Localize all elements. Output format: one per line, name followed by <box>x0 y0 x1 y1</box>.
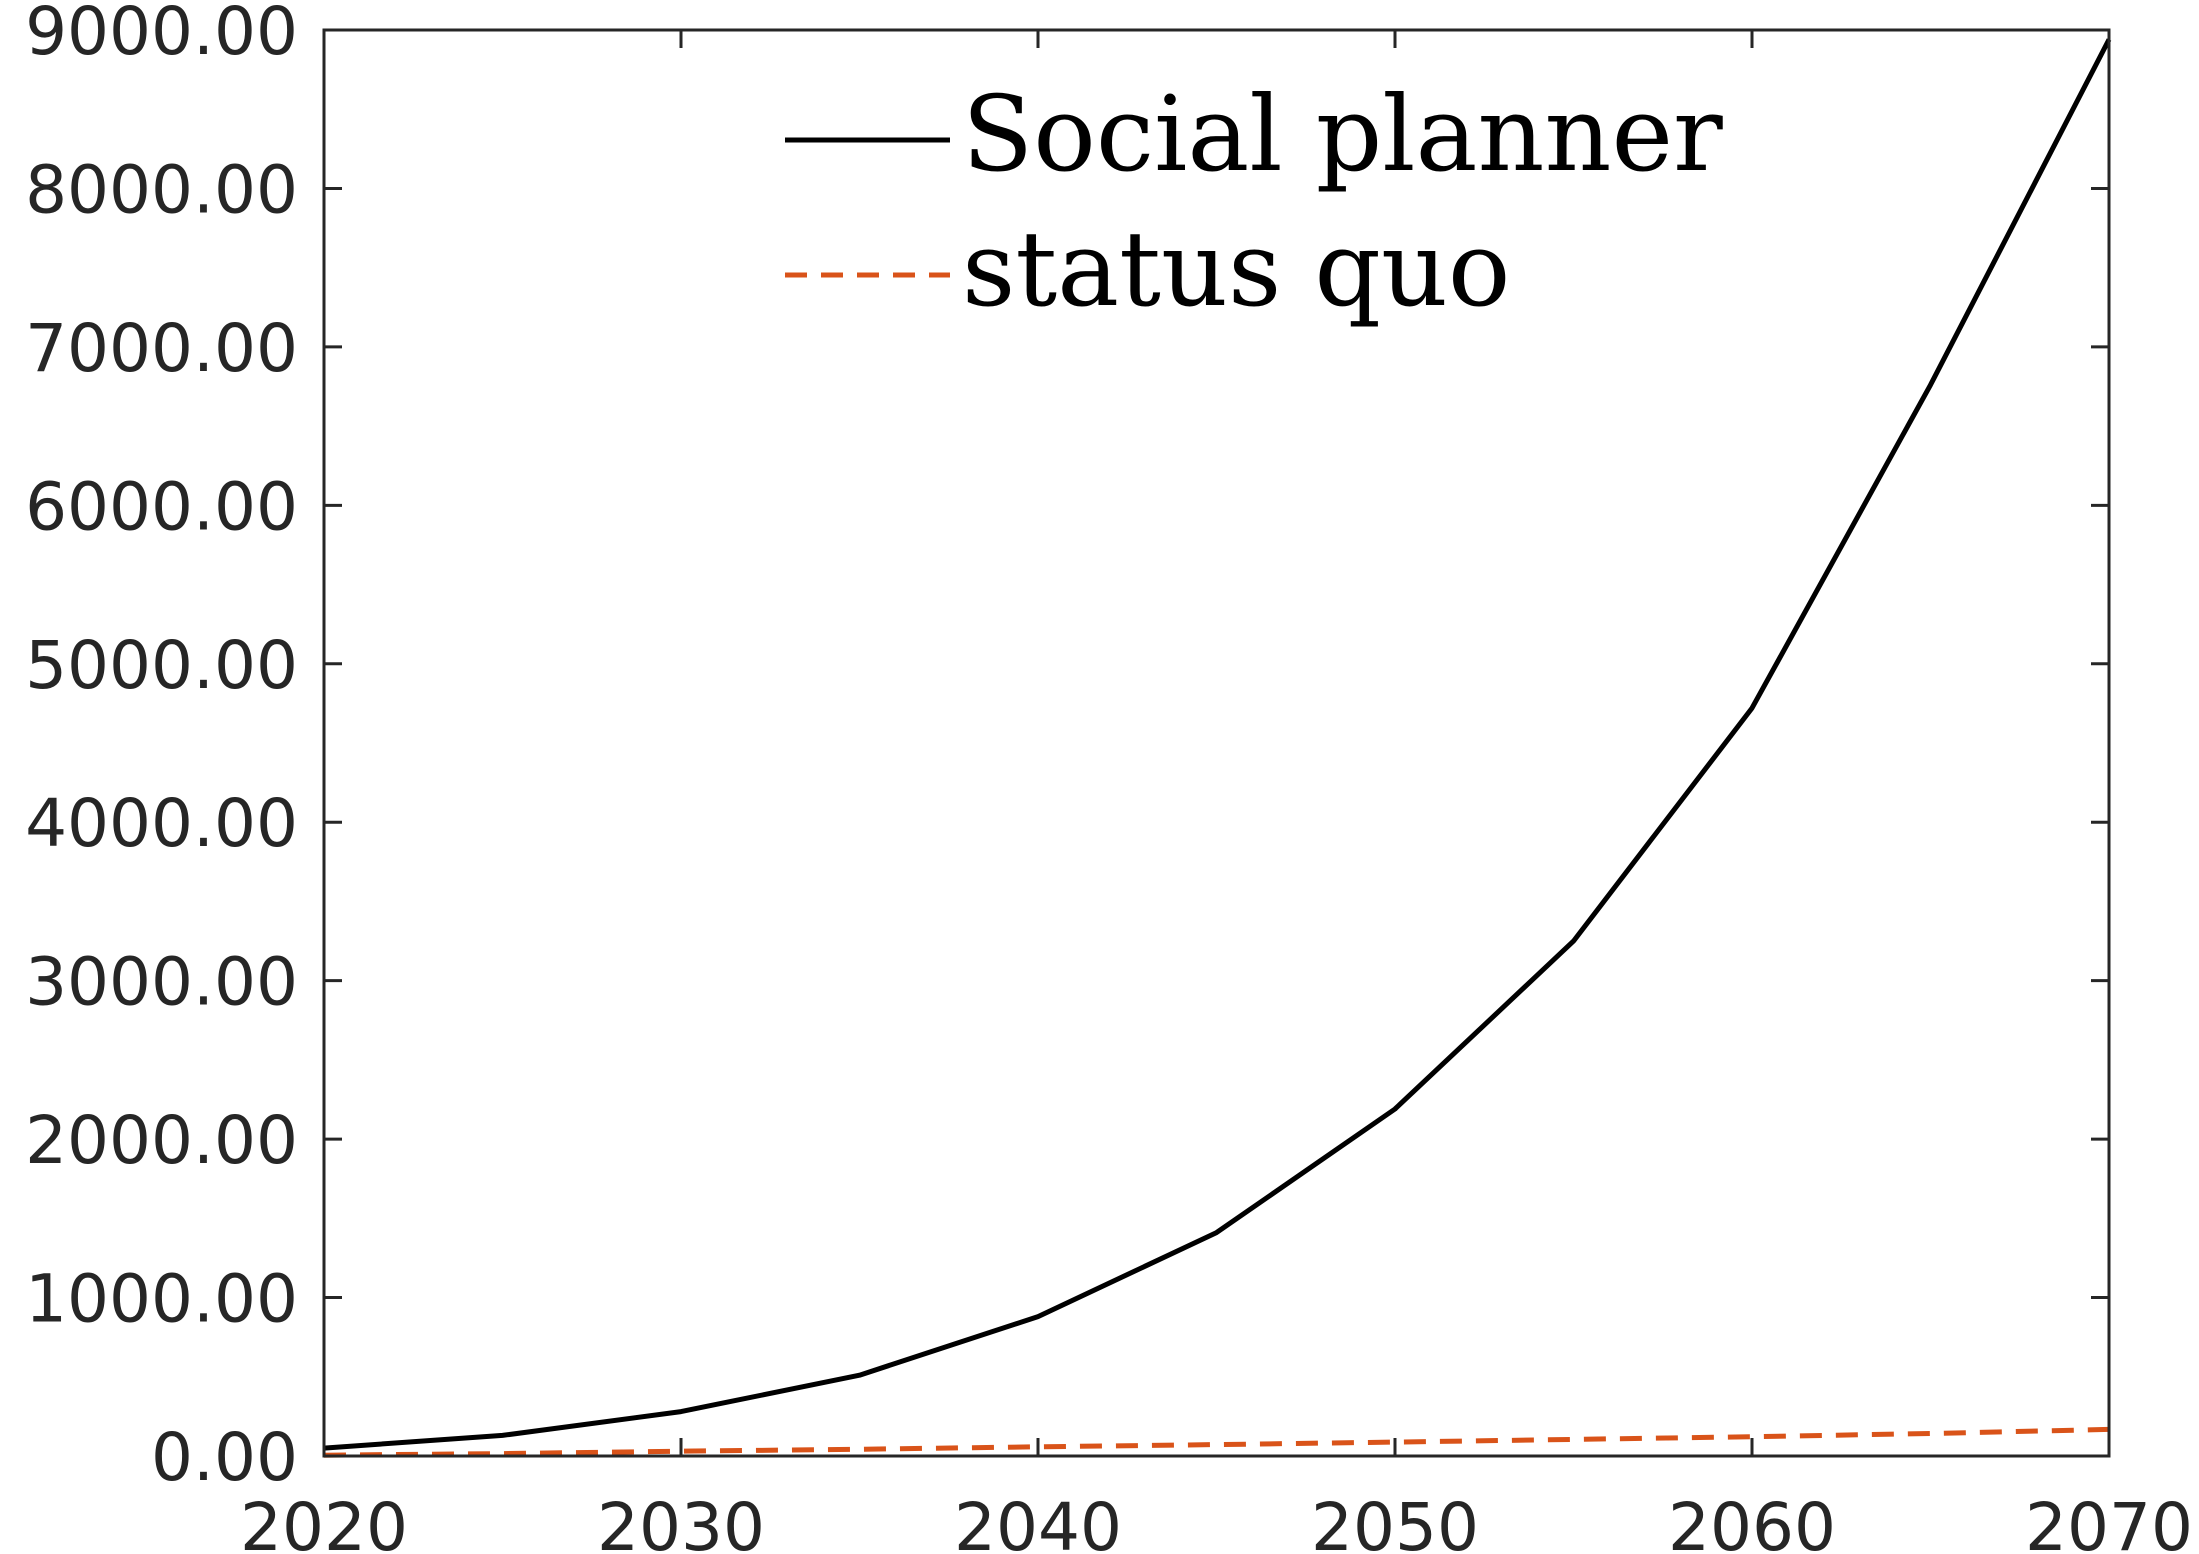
legend-label-1: Social planner <box>962 73 1723 195</box>
plot-area <box>324 30 2109 1456</box>
y-tick-label: 7000.00 <box>25 310 298 387</box>
y-tick-label: 2000.00 <box>25 1102 298 1179</box>
y-tick-label: 0.00 <box>151 1419 298 1496</box>
x-tick-label: 2040 <box>954 1489 1122 1554</box>
x-tick-label: 2030 <box>597 1489 765 1554</box>
legend: Social planner status quo <box>785 73 1723 330</box>
series-line-1 <box>323 38 2112 1451</box>
y-tick-label: 1000.00 <box>25 1261 298 1338</box>
series-layer <box>323 38 2112 1458</box>
x-tick-label: 2070 <box>2025 1489 2193 1554</box>
plot-background <box>324 30 2109 1456</box>
x-tick-label: 2050 <box>1311 1489 1479 1554</box>
x-tick-label: 2060 <box>1668 1489 1836 1554</box>
axes-box <box>322 28 2111 1458</box>
x-tick-label: 2020 <box>240 1489 408 1554</box>
y-tick-label: 9000.00 <box>25 0 298 70</box>
y-tick-label: 5000.00 <box>25 627 298 704</box>
legend-label-2: status quo <box>962 208 1511 330</box>
y-tick-label: 3000.00 <box>25 944 298 1021</box>
axes-layer: 2020 2030 2040 2050 2060 2070 0.00 1000.00 2000.… <box>25 0 2193 1554</box>
y-tick-label: 8000.00 <box>25 151 298 228</box>
series-line-2 <box>323 1426 2110 1458</box>
y-tick-label: 6000.00 <box>25 468 298 545</box>
y-tick-label: 4000.00 <box>25 785 298 862</box>
